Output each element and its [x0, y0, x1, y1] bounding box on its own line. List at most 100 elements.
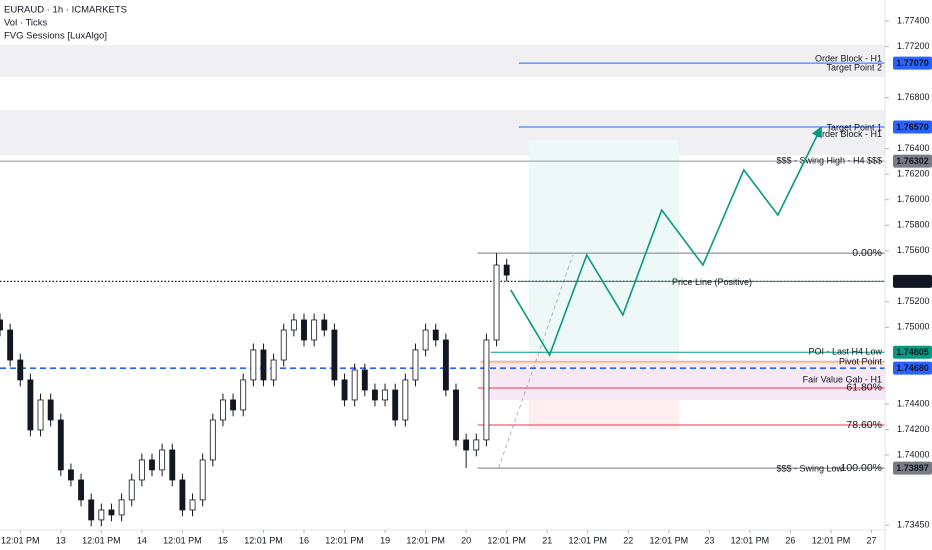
x-tick-label: 26 [785, 535, 795, 545]
indicator-label: FVG Sessions [LuxAlgo] [4, 31, 107, 42]
price-tag-label: 1.77070 [896, 58, 929, 68]
x-tick-label: 12:01 PM [650, 535, 689, 545]
y-tick-label: 1.76400 [897, 143, 930, 153]
candle-body [311, 319, 318, 341]
price-tag-label: 1.73897 [896, 463, 929, 473]
price-tag-label: 1.74805 [896, 347, 929, 357]
x-tick-label: 21 [542, 535, 552, 545]
candle-body [301, 319, 307, 341]
candle-body [341, 379, 348, 401]
candle-body [7, 329, 14, 361]
candle-body [98, 509, 105, 521]
candle-body [280, 329, 287, 361]
x-tick-label: 12:01 PM [812, 535, 851, 545]
zone [528, 139, 679, 356]
candle-body [493, 264, 500, 341]
level-label: $$$ - Swing Low [776, 463, 843, 473]
y-tick-label: 1.74400 [897, 398, 930, 408]
y-tick-label: 1.74200 [897, 424, 930, 434]
price-tag-label: 1.74680 [896, 363, 929, 373]
candle-body [453, 389, 459, 441]
x-tick-label: 12:01 PM [487, 535, 526, 545]
candle-body [463, 439, 470, 451]
y-tick-label: 1.75800 [897, 220, 930, 230]
candle-body [149, 459, 155, 471]
zone [480, 360, 885, 400]
price-tag [893, 361, 932, 375]
candle-body [321, 319, 328, 331]
candle-body [503, 264, 510, 276]
y-tick-label: 1.77200 [897, 41, 930, 51]
x-tick-label: 20 [461, 535, 471, 545]
level-label: $$$ - Swing High - H4 $$$ [776, 156, 882, 166]
price-tag [893, 56, 932, 70]
candle-body [351, 369, 358, 401]
candle-body [138, 459, 145, 481]
price-tag-label: 19:45 [901, 276, 924, 286]
y-tick-label: 1.73450 [897, 520, 930, 530]
candle-body [199, 459, 206, 501]
indicator-label: Vol · Ticks [4, 18, 48, 29]
candle-body [88, 499, 95, 521]
y-tick-label: 1.76200 [897, 169, 930, 179]
candle-body [331, 329, 338, 381]
y-tick-label: 1.76800 [897, 92, 930, 102]
price-tag-label: 1.76302 [896, 156, 929, 166]
candle-body [361, 369, 368, 391]
candle-body [230, 399, 237, 411]
candle-body [372, 389, 378, 401]
x-tick-label: 12:01 PM [568, 535, 607, 545]
candle-body [412, 349, 419, 381]
price-tag [893, 345, 932, 359]
x-tick-label: 14 [137, 535, 147, 545]
candle-body [422, 329, 429, 351]
candle-body [220, 399, 226, 421]
y-tick-label: 1.75200 [897, 296, 930, 306]
price-tag [893, 120, 932, 134]
candle-body [382, 389, 389, 401]
candle-body [118, 499, 125, 516]
price-tag [893, 461, 932, 475]
y-tick-label: 1.76000 [897, 194, 930, 204]
candle-body [78, 479, 85, 501]
level-label: Target Point 2 [826, 63, 882, 73]
x-tick-label: 12:01 PM [731, 535, 770, 545]
candle-body [169, 449, 176, 481]
candle-body [47, 399, 54, 421]
level-label: POI - Last H4 Low [808, 347, 882, 357]
x-tick-label: 12:01 PM [163, 535, 202, 545]
level-label: Target Point 1 [826, 122, 882, 132]
y-tick-label: 1.74000 [897, 449, 930, 459]
candle-body [57, 419, 64, 471]
candle-body [392, 389, 399, 421]
zone [0, 110, 885, 156]
candle-body [128, 479, 135, 501]
plot-area [0, 0, 885, 530]
x-tick-label: 13 [56, 535, 66, 545]
candle-body [432, 329, 439, 341]
price-tag [893, 154, 932, 168]
symbol-title: EURAUD · 1h · ICMARKETS [4, 5, 127, 16]
candle-body [27, 379, 34, 431]
candle-body [37, 399, 44, 431]
y-tick-label: 1.75600 [897, 245, 930, 255]
candle-body [473, 439, 480, 451]
level-label: 78.60% [846, 419, 882, 431]
x-tick-label: 27 [866, 535, 876, 545]
candle-body [250, 349, 257, 381]
candle-body [442, 339, 449, 391]
candle-body [270, 359, 277, 381]
level-label: 0.00% [852, 247, 882, 259]
x-tick-label: 12:01 PM [82, 535, 121, 545]
x-tick-label: 16 [299, 535, 309, 545]
x-tick-label: 19 [380, 535, 390, 545]
candle-body [209, 419, 216, 461]
candle-body [290, 319, 297, 331]
candle-body [240, 379, 247, 411]
candle-body [108, 509, 115, 516]
x-tick-label: 23 [704, 535, 714, 545]
candle-body [159, 449, 166, 471]
candle-body [17, 359, 24, 381]
